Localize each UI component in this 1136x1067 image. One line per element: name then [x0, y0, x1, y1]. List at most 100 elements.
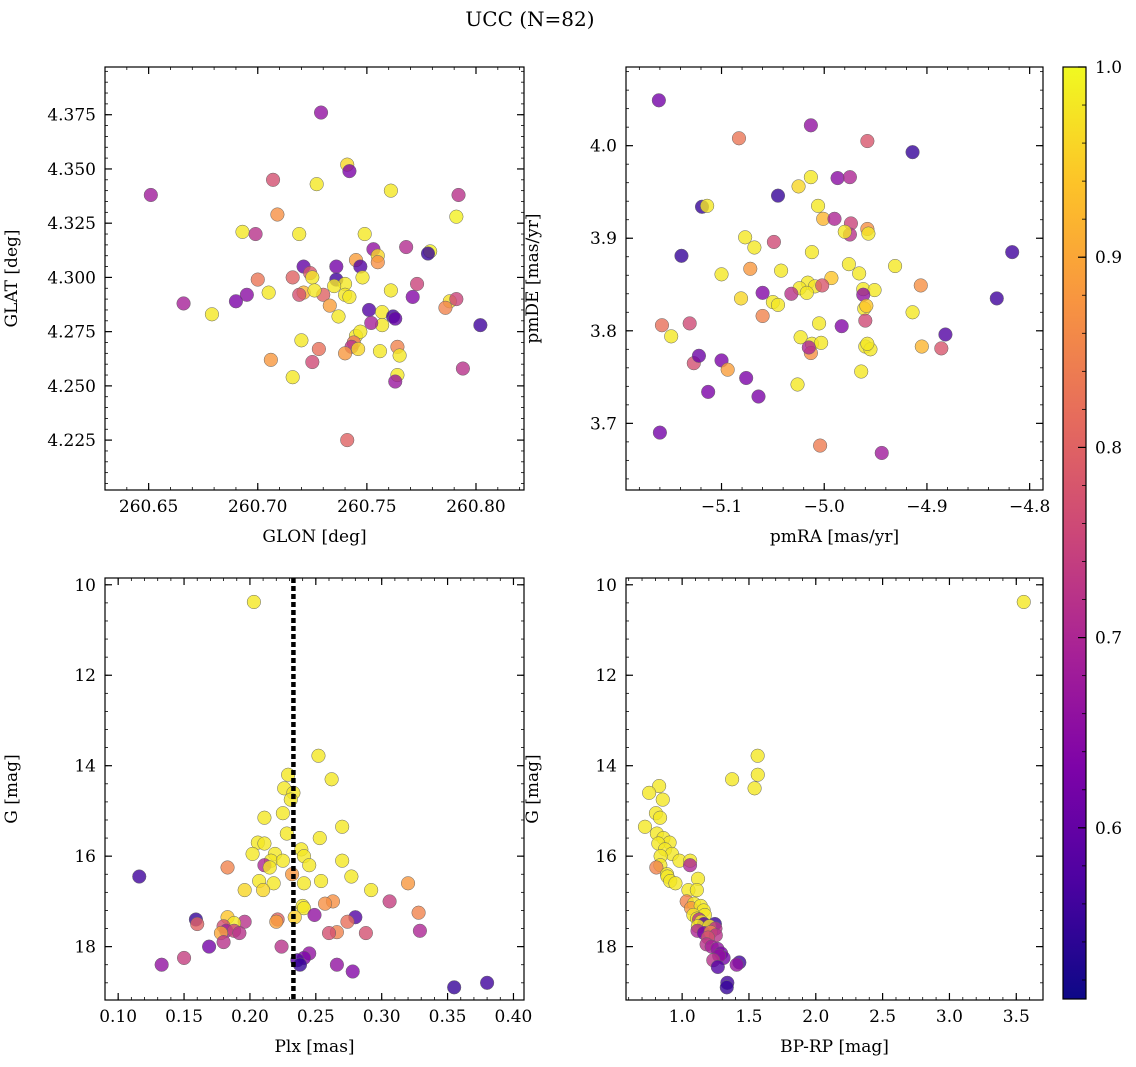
- data-point: [834, 319, 849, 334]
- data-point: [342, 289, 357, 304]
- data-point: [410, 276, 425, 291]
- data-point: [327, 279, 342, 294]
- data-point: [731, 131, 747, 146]
- data-point: [275, 806, 290, 821]
- x-tick-label: 1.0: [669, 1007, 696, 1027]
- data-point: [473, 318, 488, 333]
- colorbar-tick-label: 1.0: [1095, 58, 1122, 78]
- data-point: [790, 377, 805, 392]
- colorbar-tick-label: 0.9: [1095, 248, 1122, 268]
- data-point: [799, 285, 814, 300]
- data-point: [317, 896, 333, 911]
- data-point: [710, 959, 725, 975]
- y-tick-label: 4.275: [47, 323, 96, 343]
- y-axis-label: pmDE [mas/yr]: [523, 213, 543, 343]
- data-point: [154, 957, 169, 972]
- data-point: [804, 245, 819, 260]
- data-point: [392, 348, 407, 363]
- colorbar-tick-label: 0.8: [1095, 438, 1122, 458]
- data-point: [364, 315, 379, 331]
- x-tick-label: 260.65: [119, 497, 178, 517]
- data-point: [202, 939, 217, 954]
- data-point: [682, 858, 698, 873]
- color-magnitude-panel: 1.0 1.5 2.0 2.5 3.0 3.5 10 12 14 16 18 BP-RP [mag] G…: [523, 576, 1044, 1057]
- data-point: [322, 298, 337, 313]
- data-point: [637, 819, 653, 834]
- data-point: [275, 853, 290, 868]
- data-point: [791, 179, 806, 194]
- data-point: [860, 133, 875, 149]
- data-point: [841, 257, 856, 272]
- data-point: [296, 876, 312, 891]
- data-point: [438, 300, 453, 315]
- data-point: [331, 309, 346, 324]
- data-point: [285, 370, 300, 385]
- axes-frame: [625, 577, 1044, 1001]
- data-point: [803, 170, 818, 185]
- data-point: [720, 362, 735, 377]
- x-axis-label: Plx [mas]: [274, 1037, 354, 1057]
- data-point: [803, 118, 818, 133]
- y-tick-label: 4.300: [47, 268, 96, 288]
- data-point: [738, 230, 753, 245]
- data-point: [342, 164, 357, 179]
- data-point: [747, 781, 762, 796]
- y-axis-label: G [mag]: [523, 754, 543, 823]
- data-point: [668, 876, 683, 891]
- data-point: [743, 261, 758, 276]
- data-point: [852, 266, 867, 281]
- data-point: [364, 883, 379, 898]
- data-point: [256, 883, 271, 898]
- data-point: [914, 339, 929, 354]
- data-point: [653, 810, 668, 825]
- data-point: [294, 333, 309, 348]
- data-point: [913, 278, 928, 293]
- data-point: [859, 298, 874, 313]
- data-point: [751, 389, 766, 404]
- data-point: [449, 292, 464, 307]
- data-point: [274, 939, 289, 954]
- y-tick-label: 18: [595, 938, 617, 958]
- x-axis-label: pmRA [mas/yr]: [770, 527, 899, 547]
- data-point: [355, 270, 370, 285]
- data-point: [143, 187, 158, 203]
- data-point: [246, 594, 261, 610]
- data-point: [770, 297, 786, 312]
- data-point: [309, 177, 324, 192]
- data-point: [652, 779, 667, 794]
- y-tick-label: 16: [74, 847, 96, 867]
- data-point: [827, 211, 842, 226]
- data-point: [314, 873, 329, 889]
- x-tick-label: 260.75: [337, 497, 396, 517]
- data-point: [216, 935, 231, 950]
- data-point: [232, 926, 247, 941]
- data-point: [357, 226, 372, 242]
- data-point: [651, 93, 666, 108]
- x-tick-label: −4.8: [1009, 497, 1050, 517]
- data-point: [842, 170, 857, 185]
- data-point: [235, 224, 250, 239]
- data-point: [382, 894, 397, 909]
- colorbar-tick-label: 0.6: [1095, 819, 1122, 839]
- data-point: [447, 980, 462, 995]
- data-point: [858, 313, 873, 328]
- data-point: [905, 305, 920, 320]
- data-point: [266, 876, 281, 891]
- data-point: [412, 923, 427, 938]
- data-point: [770, 188, 786, 203]
- data-point: [302, 858, 317, 873]
- data-point: [642, 785, 657, 800]
- data-point: [420, 246, 436, 261]
- data-point: [1005, 245, 1020, 260]
- x-tick-label: 0.15: [165, 1007, 203, 1027]
- y-tick-label: 4.325: [47, 214, 96, 234]
- figure-title: UCC (N=82): [465, 7, 594, 31]
- data-point: [307, 907, 322, 923]
- data-point: [388, 374, 403, 389]
- data-point: [270, 207, 285, 222]
- data-point: [691, 348, 706, 363]
- x-tick-label: −4.9: [906, 497, 947, 517]
- data-point: [262, 860, 277, 875]
- data-point: [714, 267, 729, 282]
